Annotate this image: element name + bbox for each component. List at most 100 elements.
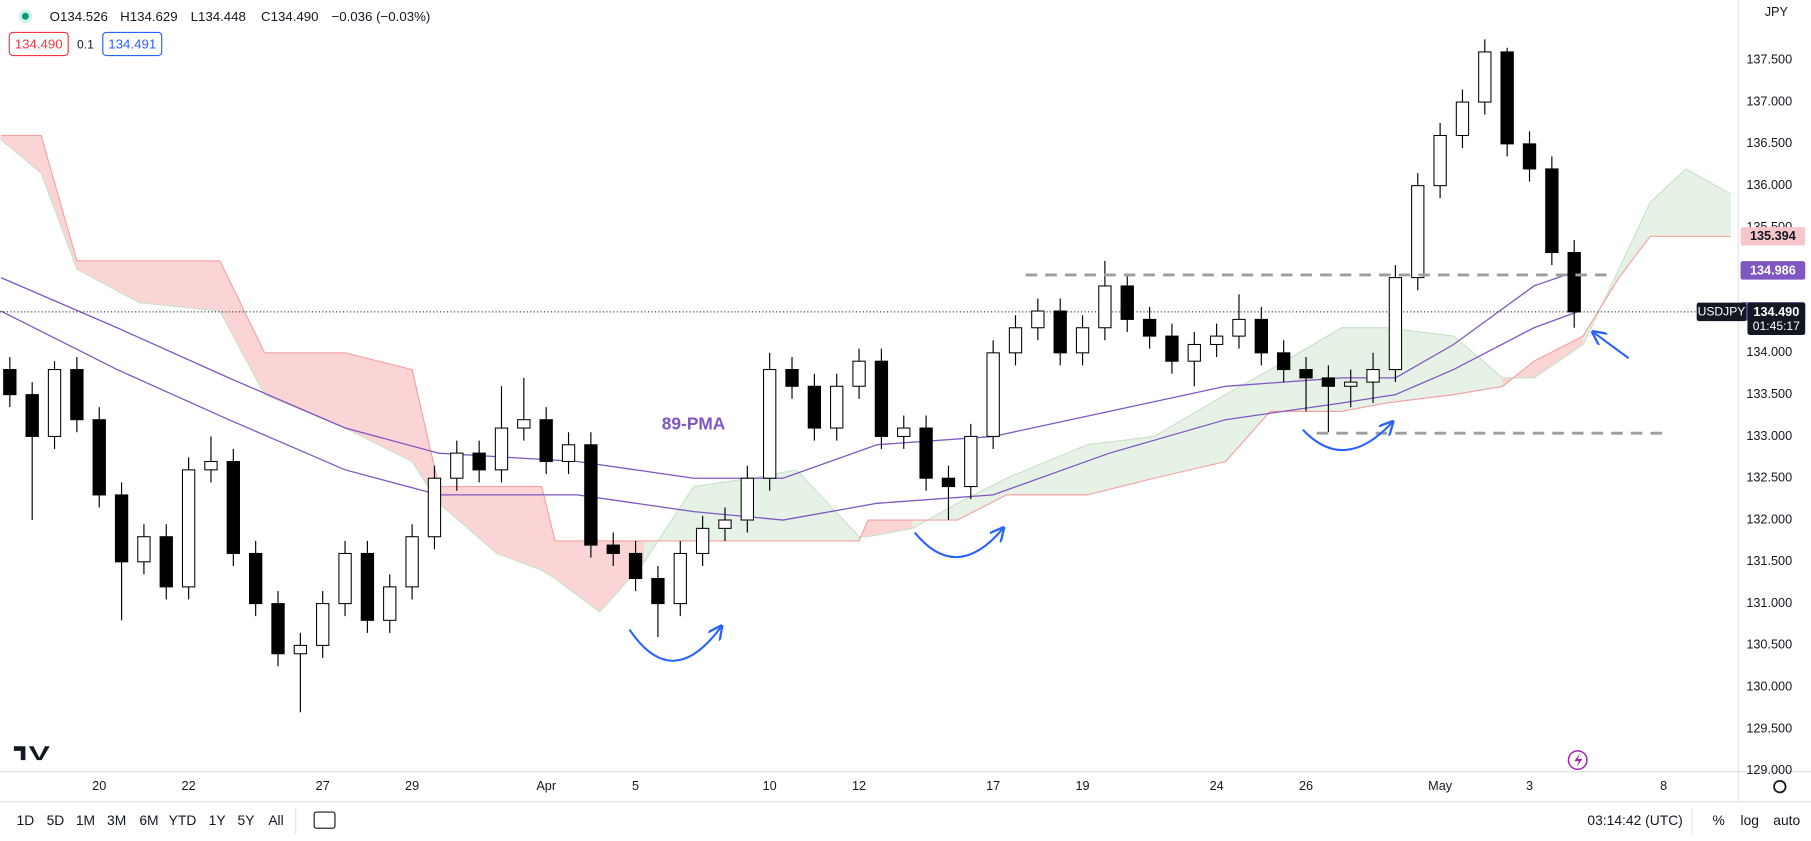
candle-body: [1254, 318, 1268, 354]
range-button[interactable]: 1D: [17, 812, 35, 828]
candle-body: [1098, 285, 1112, 329]
y-tick-label: 129.000: [1746, 763, 1792, 777]
date-range-icon[interactable]: [313, 811, 336, 829]
y-tick-label: 132.000: [1746, 512, 1792, 526]
x-tick-label: 10: [763, 779, 777, 793]
candle-body: [718, 519, 732, 529]
logo: [13, 746, 50, 761]
range-button[interactable]: 6M: [139, 812, 158, 828]
candle-body: [874, 360, 889, 437]
currency[interactable]: JPY: [1765, 5, 1789, 19]
candle-body: [584, 444, 598, 546]
x-tick-label: 26: [1299, 779, 1313, 793]
candle-body: [740, 477, 754, 521]
y-tick-label: 129.500: [1746, 721, 1792, 735]
buy-price[interactable]: 134.491: [108, 37, 156, 52]
candle-body: [695, 527, 710, 554]
low-value: L134.448: [191, 9, 246, 24]
candle-body: [1277, 352, 1291, 371]
symbol-label-bg: [1696, 302, 1747, 322]
candle-body: [628, 552, 643, 580]
candle-body: [1053, 310, 1067, 354]
candle-body: [1008, 327, 1023, 354]
range-button[interactable]: All: [268, 812, 283, 828]
x-tick-label: 20: [92, 779, 106, 793]
x-tick-label: May: [1428, 779, 1453, 793]
candle-body: [807, 385, 822, 429]
candle-body: [472, 452, 486, 471]
axes: JPY 129.000 129.500 130.000 130.500 131.000 1…: [0, 0, 1811, 803]
candle-body: [1232, 318, 1246, 337]
annotation-curve: [913, 529, 1003, 559]
cloud-fill: [1685, 168, 1731, 237]
clock[interactable]: 03:14:42 (UTC): [1587, 812, 1682, 828]
countdown: 01:45:17: [1753, 319, 1800, 333]
price-label-bg: [1740, 227, 1806, 246]
last-price-label: 134.490: [1753, 305, 1799, 319]
annotation: 89-PMA: [662, 414, 726, 434]
scale-option[interactable]: log: [1741, 812, 1759, 828]
event-icon[interactable]: [1567, 750, 1588, 771]
cloud-fill: [76, 260, 140, 304]
candle-body: [70, 369, 84, 421]
candle-body: [919, 427, 933, 479]
spread: 0.1: [77, 37, 94, 51]
range-button[interactable]: 5Y: [238, 812, 255, 828]
range-button[interactable]: 1M: [76, 812, 95, 828]
y-tick-label: 132.500: [1746, 471, 1792, 485]
y-tick-label: 133.500: [1746, 387, 1792, 401]
y-tick-label: 134.000: [1746, 345, 1792, 359]
candle-body: [561, 444, 576, 463]
scale-option[interactable]: %: [1712, 812, 1724, 828]
y-tick-label: 136.500: [1746, 136, 1792, 150]
price-label-bg: [1740, 261, 1806, 280]
x-tick-label: 3: [1526, 779, 1533, 793]
price-label: 135.394: [1750, 229, 1796, 243]
candle-body: [1522, 143, 1537, 170]
x-tick-label: 24: [1210, 779, 1224, 793]
candle-body: [1545, 168, 1559, 254]
settings-icon[interactable]: [1773, 779, 1787, 794]
candle-body: [1433, 134, 1447, 187]
candle-body: [137, 536, 151, 563]
candle-body: [763, 369, 777, 479]
range-button[interactable]: 1Y: [209, 812, 226, 828]
cloud-fill: [751, 469, 797, 542]
candle-body: [271, 603, 285, 655]
candle-body: [852, 360, 866, 387]
candle-body: [986, 352, 1000, 437]
candle-body: [1165, 335, 1179, 362]
range-button[interactable]: YTD: [169, 812, 197, 828]
buy-badge[interactable]: [102, 31, 163, 57]
candle-body: [1075, 327, 1090, 354]
y-tick-label: 137.500: [1746, 53, 1792, 67]
scale-option[interactable]: auto: [1773, 812, 1800, 828]
candle-body: [1142, 318, 1157, 337]
x-tick-label: 19: [1075, 779, 1089, 793]
candle-body: [248, 552, 263, 605]
candle-body: [494, 427, 509, 471]
candle-body: [897, 427, 911, 437]
range-button[interactable]: 3M: [107, 812, 126, 828]
candle-body: [360, 552, 375, 621]
cloud-span-b: [0, 134, 1731, 542]
candle-body: [517, 419, 531, 429]
sell-badge[interactable]: [8, 31, 69, 57]
candle-body: [964, 435, 978, 488]
open-value: O134.526: [50, 9, 108, 24]
range-button[interactable]: 5D: [47, 812, 65, 828]
candle-body: [673, 552, 687, 605]
candle-body: [1187, 343, 1201, 362]
candle-body: [293, 644, 308, 655]
plot-area: [0, 39, 1739, 713]
sell-price[interactable]: 134.490: [15, 37, 63, 52]
moving-average: [0, 310, 1579, 521]
change-value: −0.036 (−0.03%): [331, 9, 430, 24]
event-icon-bolt: [1574, 753, 1583, 767]
y-tick-label: 131.000: [1746, 596, 1792, 610]
candle-body: [114, 494, 129, 563]
y-tick-label: 137.000: [1746, 94, 1792, 108]
cloud-fill: [219, 260, 265, 395]
candle-body: [25, 394, 39, 437]
